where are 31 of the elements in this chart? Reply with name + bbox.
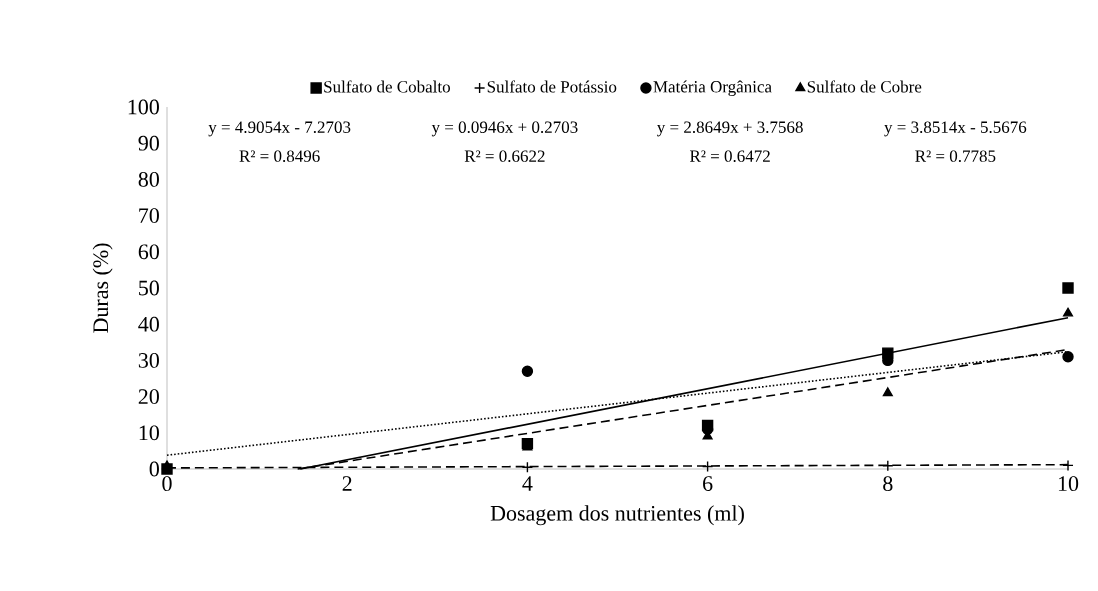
- x-tick-label: 4: [522, 476, 533, 491]
- annotation: y = 3.8514x - 5.5676: [884, 121, 1027, 137]
- y-tick-label: 10: [139, 425, 159, 441]
- annotation: y = 0.0946x + 0.2703: [431, 121, 578, 137]
- legend-label: Sulfato de Cobre: [807, 80, 922, 93]
- annotation: R² = 0.6472: [689, 150, 770, 162]
- y-tick-label: 30: [138, 352, 159, 368]
- y-tick-label: 60: [138, 244, 159, 260]
- legend-label: Matéria Orgânica: [653, 80, 772, 97]
- x-tick-label: 8: [883, 476, 893, 492]
- y-tick-label: 90: [138, 135, 159, 151]
- y-tick-label: 50: [139, 280, 159, 296]
- y-tick-label: 40: [138, 316, 159, 332]
- annotation: R² = 0.6622: [464, 150, 545, 162]
- annotation: y = 2.8649x + 3.7568: [657, 121, 803, 137]
- x-axis-title: Dosagem dos nutrientes (ml): [490, 505, 744, 526]
- legend-label: Sulfato de Potássio: [487, 80, 617, 93]
- legend-label: Sulfato de Cobalto: [324, 80, 450, 93]
- annotation: y = 4.9054x - 7.2703: [208, 121, 351, 137]
- y-tick-label: 0: [149, 461, 159, 477]
- annotation: R² = 0.8496: [239, 150, 320, 162]
- x-tick-label: 6: [703, 476, 713, 491]
- y-tick-label: 70: [139, 208, 159, 224]
- y-tick-label: 80: [138, 171, 159, 187]
- x-tick-label: 0: [162, 476, 172, 492]
- y-tick-label: 20: [138, 389, 159, 405]
- y-axis-title: Duras (%): [92, 243, 113, 333]
- annotation: R² = 0.7785: [915, 150, 996, 162]
- x-tick-label: 10: [1058, 476, 1079, 492]
- y-tick-label: 100: [128, 99, 159, 115]
- x-tick-label: 2: [342, 476, 352, 491]
